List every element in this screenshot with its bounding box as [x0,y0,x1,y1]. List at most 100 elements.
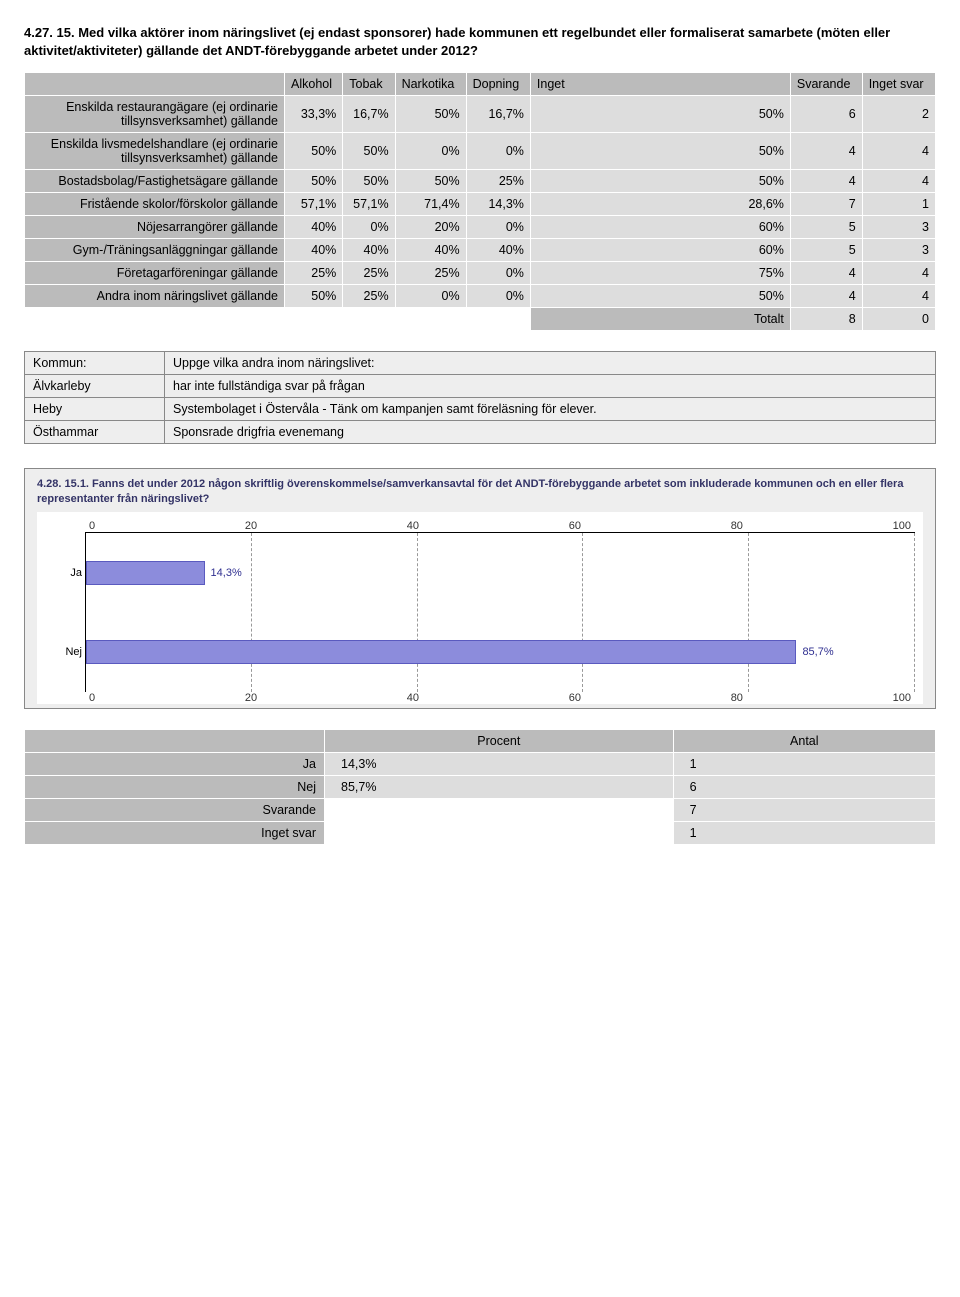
cell-value: 4 [862,285,935,308]
summary-label: Nej [25,775,325,798]
cell-value: 2 [862,96,935,133]
table-row: Gym-/Träningsanläggningar gällande40%40%… [25,239,936,262]
summary-label: Svarande [25,798,325,821]
cell-value: 4 [862,170,935,193]
cell-value: 50% [530,170,790,193]
cell-value: 5 [790,239,862,262]
cell-value: 4 [790,262,862,285]
table-row: Bostadsbolag/Fastighetsägare gällande50%… [25,170,936,193]
axis-bottom: 020406080100 [45,692,915,704]
total-svarande: 8 [790,308,862,331]
summary-value: 1 [673,821,935,844]
chart-bar [86,640,796,664]
cell-value: 7 [790,193,862,216]
cell-value: 40% [343,239,395,262]
comment-text: har inte fullständiga svar på frågan [165,375,936,398]
summary-row: Inget svar 1 [25,821,936,844]
summary-value: 14,3% [325,752,674,775]
chart-title: 4.28. 15.1. Fanns det under 2012 någon s… [37,477,923,506]
col-narkotika: Narkotika [395,73,466,96]
cell-value: 25% [343,285,395,308]
chart-bar-label: 14,3% [211,567,242,579]
row-label: Andra inom näringslivet gällande [25,285,285,308]
col-svarande: Svarande [790,73,862,96]
cell-value: 4 [790,170,862,193]
axis-tick: 0 [89,692,95,704]
summary-table: Procent Antal Ja14,3%1Nej85,7%6Svarande7… [24,729,936,845]
cell-value: 4 [790,133,862,170]
table-row: Företagarföreningar gällande25%25%25%0%7… [25,262,936,285]
axis-tick: 20 [245,520,257,532]
cell-value: 50% [285,170,343,193]
summary-value: 1 [673,752,935,775]
table-row: Enskilda restaurangägare (ej ordinarie t… [25,96,936,133]
table-row: Andra inom näringslivet gällande50%25%0%… [25,285,936,308]
row-label: Nöjesarrangörer gällande [25,216,285,239]
col-inget: Inget [530,73,790,96]
cell-value: 5 [790,216,862,239]
cell-value: 40% [285,216,343,239]
axis-tick: 60 [569,692,581,704]
cell-value: 3 [862,239,935,262]
chart-category-label: Nej [46,646,82,658]
cell-value: 50% [285,285,343,308]
row-label: Enskilda restaurangägare (ej ordinarie t… [25,96,285,133]
cell-value: 4 [862,133,935,170]
cell-value: 60% [530,239,790,262]
summary-label: Ja [25,752,325,775]
row-label: Bostadsbolag/Fastighetsägare gällande [25,170,285,193]
question-text: 4.27. 15. Med vilka aktörer inom närings… [24,24,936,60]
axis-tick: 20 [245,692,257,704]
cell-value: 20% [395,216,466,239]
cell-value: 40% [395,239,466,262]
summary-value: 6 [673,775,935,798]
cell-value: 14,3% [466,193,530,216]
col-dopning: Dopning [466,73,530,96]
cell-value: 0% [343,216,395,239]
cell-value: 28,6% [530,193,790,216]
axis-tick: 80 [731,692,743,704]
comments-table: Kommun: Uppge vilka andra inom näringsli… [24,351,936,444]
summary-label: Inget svar [25,821,325,844]
cell-value: 50% [285,133,343,170]
table-corner [25,73,285,96]
cell-value: 25% [285,262,343,285]
summary-value: 85,7% [325,775,674,798]
cell-value: 3 [862,216,935,239]
comments-col-text: Uppge vilka andra inom näringslivet: [165,352,936,375]
comment-kommun: Heby [25,398,165,421]
chart-plot-area: 020406080100 Ja14,3%Nej85,7% 02040608010… [37,512,923,704]
chart-container: 4.28. 15.1. Fanns det under 2012 någon s… [24,468,936,709]
row-label: Gym-/Träningsanläggningar gällande [25,239,285,262]
cell-value: 57,1% [343,193,395,216]
cell-value: 0% [395,133,466,170]
cell-value: 6 [790,96,862,133]
cell-value: 50% [395,96,466,133]
cell-value: 0% [466,262,530,285]
table-total-row: Totalt80 [25,308,936,331]
summary-col-antal: Antal [673,729,935,752]
cell-value: 4 [862,262,935,285]
row-label: Företagarföreningar gällande [25,262,285,285]
cell-value: 57,1% [285,193,343,216]
col-alkohol: Alkohol [285,73,343,96]
cell-value: 0% [395,285,466,308]
table-row: Nöjesarrangörer gällande40%0%20%0%60%53 [25,216,936,239]
axis-tick: 60 [569,520,581,532]
summary-value [325,798,674,821]
total-label: Totalt [530,308,790,331]
row-label: Enskilda livsmedelshandlare (ej ordinari… [25,133,285,170]
cell-value: 40% [466,239,530,262]
cell-value: 0% [466,133,530,170]
cell-value: 71,4% [395,193,466,216]
total-inget-svar: 0 [862,308,935,331]
cell-value: 50% [530,96,790,133]
comment-kommun: Östhammar [25,421,165,444]
table-header-row: Alkohol Tobak Narkotika Dopning Inget Sv… [25,73,936,96]
axis-top: 020406080100 [45,520,915,532]
row-label: Fristående skolor/förskolor gällande [25,193,285,216]
axis-tick: 40 [407,520,419,532]
axis-tick: 100 [893,692,911,704]
col-inget-svar: Inget svar [862,73,935,96]
cell-value: 33,3% [285,96,343,133]
